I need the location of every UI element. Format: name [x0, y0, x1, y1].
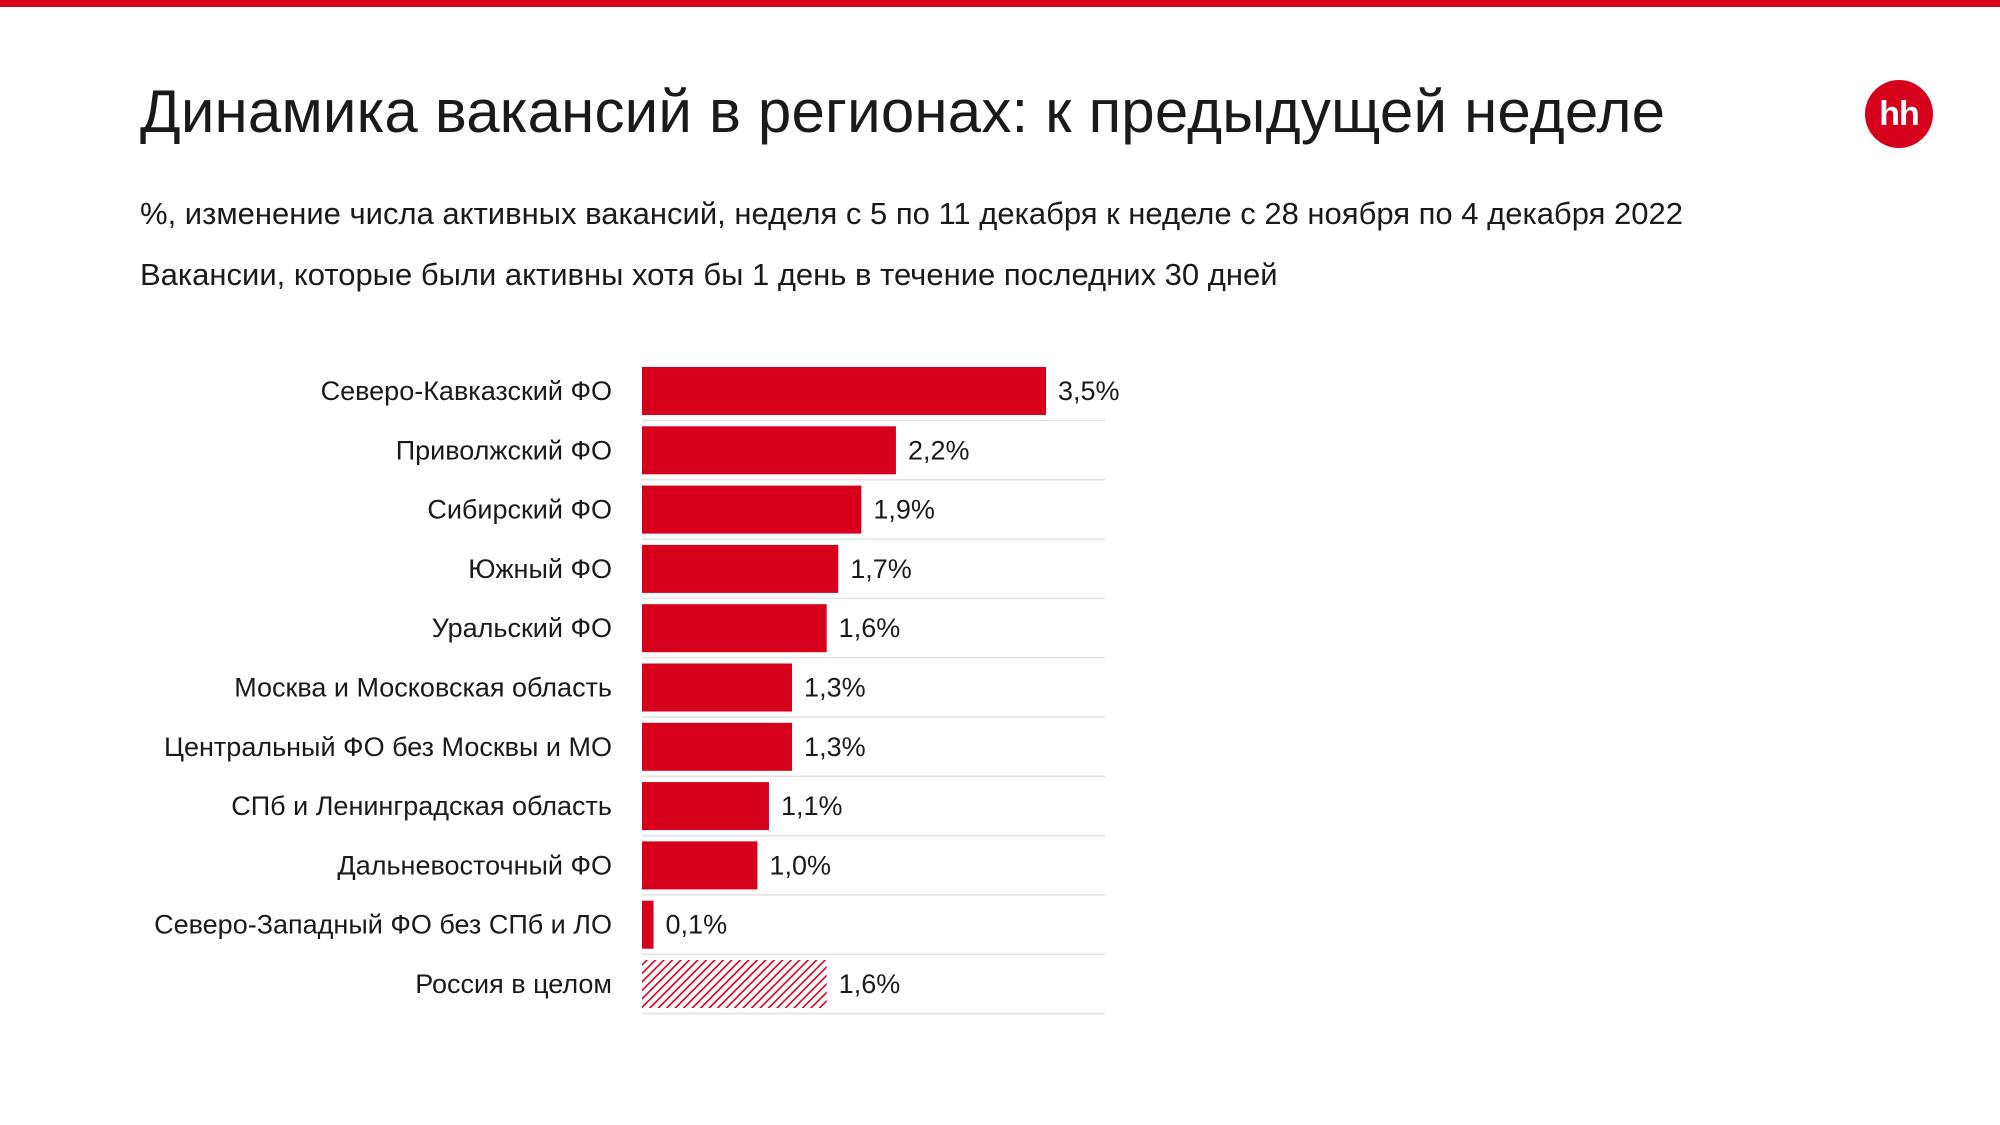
top-accent-bar [0, 0, 2000, 7]
category-label: Сибирский ФО [427, 495, 612, 525]
chart-note: Вакансии, которые были активны хотя бы 1… [140, 257, 1278, 292]
category-label: Россия в целом [415, 969, 612, 999]
value-label: 2,2% [908, 435, 970, 465]
category-label: Южный ФО [468, 554, 612, 584]
category-label: Москва и Московская область [234, 673, 612, 703]
value-label: 3,5% [1058, 376, 1120, 406]
value-label: 1,3% [804, 673, 866, 703]
category-label: Уральский ФО [432, 613, 612, 643]
bar [642, 485, 862, 534]
category-label: Северо-Кавказский ФО [321, 376, 612, 406]
value-label: 1,0% [769, 850, 831, 880]
value-label: 1,3% [804, 732, 866, 762]
bar [642, 722, 793, 771]
bar [642, 426, 896, 475]
hh-logo-icon: hh [1865, 80, 1933, 148]
category-label: Дальневосточный ФО [337, 850, 612, 880]
bar [642, 367, 1046, 415]
chart-subtitle: %, изменение числа активных вакансий, не… [140, 196, 1683, 231]
category-label: Центральный ФО без Москвы и МО [164, 732, 612, 762]
value-label: 1,6% [839, 969, 901, 999]
category-label: Приволжский ФО [396, 435, 612, 465]
value-label: 1,9% [873, 495, 935, 525]
value-label: 0,1% [666, 910, 728, 940]
bar-chart: Северо-Кавказский ФО 3,5% Приволжский ФО 2,… [154, 367, 1120, 1015]
page-title: Динамика вакансий в регионах: к предыдущ… [140, 78, 1666, 145]
category-label: Северо-Западный ФО без СПб и ЛО [154, 910, 612, 940]
bar [642, 841, 758, 890]
value-label: 1,1% [781, 791, 843, 821]
value-label: 1,6% [839, 613, 901, 643]
value-label: 1,7% [850, 554, 912, 584]
category-label: СПб и Ленинградская область [231, 791, 612, 821]
bar [642, 604, 827, 653]
bar [642, 960, 827, 1008]
bar [642, 900, 654, 949]
bar [642, 663, 793, 712]
bar [642, 782, 769, 831]
bar [642, 544, 839, 593]
